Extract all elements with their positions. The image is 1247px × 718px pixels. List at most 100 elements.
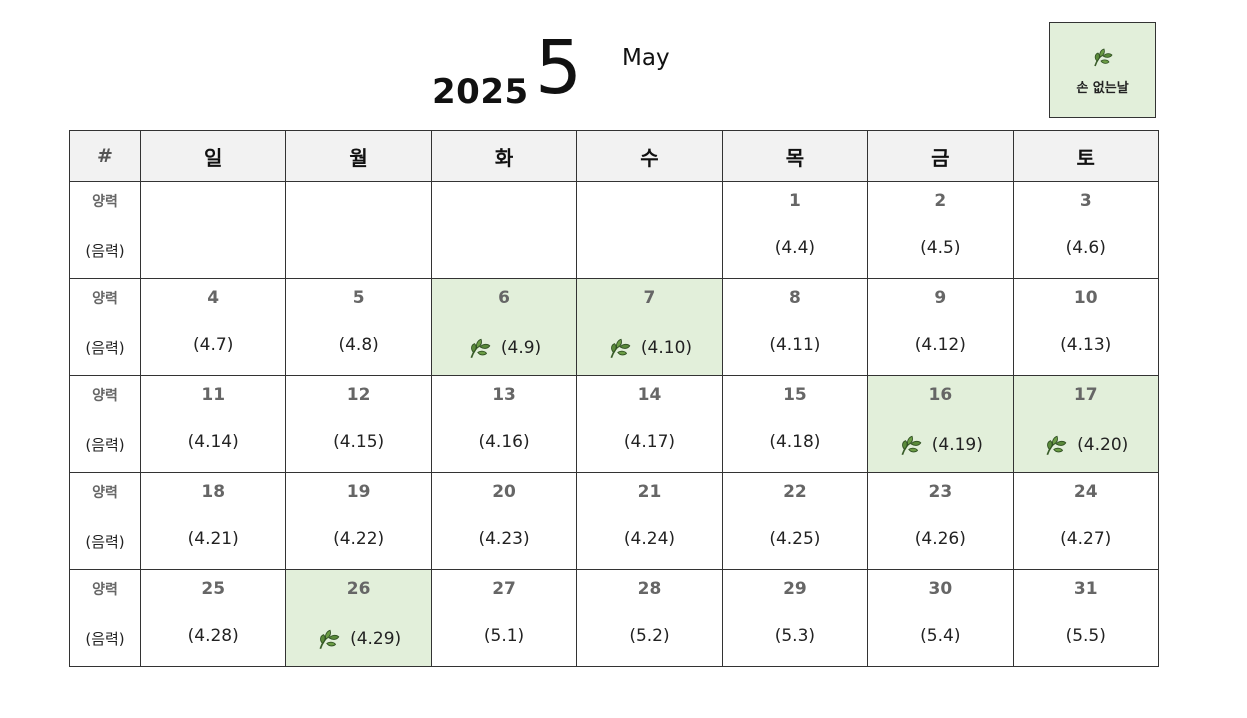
solar-date: 3 [1079,191,1092,211]
day-cell: 8 (4.11) [721,278,869,376]
solar-row-label: 양력 [92,291,118,307]
lunar-date: (4.11) [769,335,821,355]
lunar-row-label: (음력) [85,242,125,260]
lunar-date: (4.16) [478,432,530,452]
lunar-date: (4.22) [333,529,385,549]
leaf-icon [319,629,340,650]
day-cell: 13 (4.16) [430,375,578,473]
week-row: 양력 (음력) 4 (4.7) 5 (4.8) 6 (4.9) 7 (4.10) 8 (4.11)… [69,278,1159,376]
lunar-row-label: (음력) [85,436,125,454]
day-cell: 12 (4.15) [285,375,432,473]
weekday-tue: 화 [430,130,578,182]
lunar-date: (4.14) [187,432,239,452]
lunar-date-wrap: (4.28) [141,626,285,646]
leaf-icon [1046,435,1067,456]
weekday-sun: 일 [139,130,287,182]
lunar-date-wrap: (5.2) [577,626,721,646]
weekday-header-row: # 일 월 화 수 목 금 토 [69,130,1159,182]
day-cell: 7 (4.10) [576,278,723,376]
solar-date: 12 [346,385,371,405]
lunar-date-wrap: (5.4) [868,626,1012,646]
calendar-month-number: 5 [535,25,583,111]
weekday-wed: 수 [576,130,723,182]
lunar-date: (4.29) [350,629,402,649]
lunar-date-wrap: (4.11) [723,335,867,355]
solar-row-label: 양력 [92,485,118,501]
solar-date: 15 [783,385,807,405]
lunar-date-wrap: (4.14) [141,432,285,452]
lunar-date: (4.17) [623,432,676,452]
day-cell: 11 (4.14) [139,375,287,473]
day-cell: 15 (4.18) [721,375,869,473]
lunar-date-wrap: (4.24) [577,529,721,549]
solar-date: 22 [783,482,807,502]
lunar-date: (4.19) [931,435,983,455]
day-cell: 27 (5.1) [430,569,578,667]
solar-date: 27 [492,579,516,599]
solar-row-label: 양력 [92,582,118,598]
solar-date: 29 [783,579,807,599]
day-cell [430,181,578,279]
lunar-date-wrap: (4.22) [286,529,430,549]
lunar-date: (4.15) [333,432,385,452]
lunar-date-wrap: (4.10) [577,335,721,361]
row-label-cell: 양력 (음력) [69,181,141,279]
day-cell: 26 (4.29) [285,569,432,667]
solar-date: 9 [934,288,947,308]
lunar-date-wrap: (4.15) [286,432,430,452]
lunar-date-wrap: (4.25) [723,529,867,549]
lunar-date: (4.21) [187,529,239,549]
lunar-date-wrap: (4.20) [1014,432,1158,458]
week-row: 양력 (음력) 1 (4.4) 2 (4.5) 3 (4.6) [69,181,1159,279]
lunar-date-wrap: (4.7) [141,335,285,355]
day-cell: 6 (4.9) [430,278,578,376]
lunar-date-wrap: (4.29) [286,626,430,652]
solar-date: 25 [201,579,226,599]
lunar-date-wrap: (4.5) [868,238,1012,258]
solar-row-label: 양력 [92,194,118,210]
solar-date: 1 [788,191,801,211]
solar-date: 6 [498,288,510,308]
lunar-date: (4.7) [193,335,234,355]
solar-date: 19 [346,482,371,502]
lunar-date: (4.20) [1077,435,1129,455]
lunar-date-wrap: (4.6) [1014,238,1158,258]
solar-date: 18 [201,482,226,502]
day-cell: 25 (4.28) [139,569,287,667]
lunar-date-wrap: (4.21) [141,529,285,549]
lunar-date: (4.27) [1060,529,1112,549]
legend-box: 손 없는날 [1049,22,1156,118]
solar-date: 21 [637,482,662,502]
lunar-date: (4.4) [774,238,816,258]
legend-label: 손 없는날 [1076,80,1129,96]
lunar-date: (5.5) [1065,626,1106,646]
lunar-date-wrap: (5.5) [1014,626,1158,646]
solar-date: 26 [346,579,371,599]
solar-date: 23 [928,482,953,502]
day-cell: 31 (5.5) [1012,569,1159,667]
lunar-date: (4.9) [500,338,542,358]
day-cell [576,181,723,279]
row-label-cell: 양력 (음력) [69,278,141,376]
calendar-month-name: May [622,45,670,71]
day-cell: 17 (4.20) [1012,375,1159,473]
lunar-date: (4.28) [187,626,239,646]
leaf-icon [1093,47,1113,66]
lunar-date: (4.10) [640,338,693,358]
day-cell: 10 (4.13) [1012,278,1159,376]
solar-row-label: 양력 [92,388,118,404]
week-row: 양력 (음력) 25 (4.28) 26 (4.29) 27 (5.1) 28 (5.2) 29 (… [69,569,1159,667]
lunar-date: (4.13) [1060,335,1112,355]
day-cell: 5 (4.8) [285,278,432,376]
solar-date: 13 [492,385,516,405]
lunar-date: (4.24) [623,529,676,549]
solar-date: 14 [637,385,662,405]
lunar-date: (4.26) [914,529,966,549]
solar-date: 30 [928,579,953,599]
solar-date: 31 [1073,579,1098,599]
week-row: 양력 (음력) 18 (4.21) 19 (4.22) 20 (4.23) 21 (4.24) 22… [69,472,1159,570]
lunar-date-wrap: (4.26) [868,529,1012,549]
lunar-row-label: (음력) [85,533,125,551]
lunar-date: (5.4) [920,626,961,646]
leaf-icon [470,338,491,359]
